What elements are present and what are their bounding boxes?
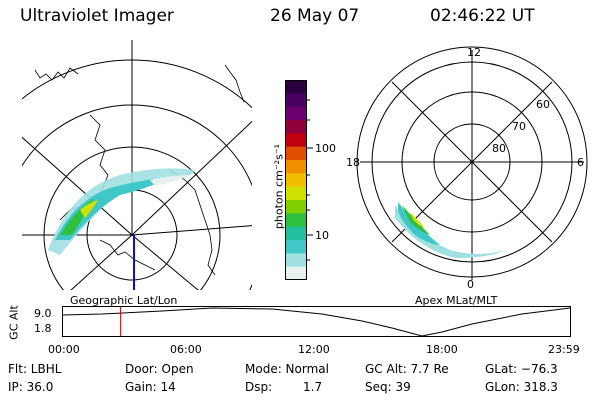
left-panel-label: Geographic Lat/Lon: [70, 294, 178, 307]
colorbar-unit-label: photon cm⁻²s⁻¹: [272, 143, 286, 230]
ip-info: IP: 36.0: [8, 380, 54, 394]
lat-circle: [22, 104, 252, 290]
colorbar-band: [285, 106, 307, 121]
mlt-label-bottom: 0: [467, 278, 474, 291]
coastline: [34, 67, 79, 81]
mlt-label-right: 6: [577, 156, 584, 169]
timeline-xtick-4: 23:59: [548, 343, 580, 356]
mode-info: Mode: Normal: [245, 362, 329, 376]
coastline: [169, 169, 216, 276]
geographic-map: [22, 40, 252, 290]
aurora-emission: [48, 168, 195, 255]
meridian-line: [131, 225, 252, 236]
filter-info: Flt: LBHL: [8, 362, 62, 376]
timeline-xtick-1: 06:00: [170, 343, 202, 356]
colorbar-band: [285, 80, 307, 94]
gc-alt-info: GC Alt: 7.7 Re: [365, 362, 449, 376]
colorbar-band: [285, 146, 307, 161]
meridian-line: [22, 136, 133, 236]
seq-info: Seq: 39: [365, 380, 411, 394]
colorbar-tick-100: 100: [315, 142, 336, 155]
colorbar-band: [285, 200, 307, 214]
colorbar-axis: [307, 99, 313, 261]
time-label: 02:46:22 UT: [430, 6, 535, 26]
timeline-frame: [62, 306, 571, 337]
colorbar-band: [285, 213, 307, 228]
timeline-xtick-0: 00:00: [48, 343, 80, 356]
timeline-ylabel: GC Alt: [7, 305, 21, 340]
lat-label-70: 70: [512, 120, 526, 133]
right-panel-label: Apex MLat/MLT: [415, 294, 498, 307]
magnetic-polar-plot: [356, 46, 588, 280]
colorbar-band: [285, 93, 307, 108]
lat-label-60: 60: [536, 98, 550, 111]
timeline-xtick-3: 18:00: [426, 343, 458, 356]
aurora-emission: [395, 202, 505, 258]
meridian-line: [131, 120, 252, 236]
colorbar-band: [285, 133, 307, 148]
coastline: [99, 239, 156, 271]
mlt-label-top: 12: [467, 46, 481, 59]
colorbar-band: [285, 240, 307, 254]
meridian-line: [70, 234, 133, 290]
colorbar-band: [285, 120, 307, 134]
mlt-line: [391, 81, 553, 243]
dsp-value: 1.7: [303, 380, 323, 394]
colorbar-band: [285, 226, 307, 241]
gc-alt-timeline: [62, 306, 571, 337]
lat-label-80: 80: [492, 142, 506, 155]
timeline-xtick-2: 12:00: [298, 343, 330, 356]
dsp-label: Dsp:: [245, 380, 273, 394]
meridian-line: [131, 234, 199, 290]
colorbar-band: [285, 160, 307, 174]
colorbar-band: [285, 253, 307, 268]
glon-info: GLon: 318.3: [485, 380, 558, 394]
glat-info: GLat: −76.3: [485, 362, 558, 376]
altitude-curve: [62, 307, 571, 337]
date-label: 26 May 07: [270, 6, 360, 26]
gain-info: Gain: 14: [125, 380, 176, 394]
colorbar-tick-10: 10: [315, 229, 329, 242]
colorbar-band: [285, 186, 307, 201]
colorbar-gradient: [285, 80, 307, 281]
timeline-ytick-low: 1.8: [34, 322, 52, 335]
colorbar: [285, 80, 307, 281]
coastline: [224, 64, 245, 103]
instrument-title: Ultraviolet Imager: [20, 6, 174, 26]
colorbar-band: [285, 266, 307, 281]
colorbar-frame: [285, 80, 307, 280]
colorbar-band: [285, 173, 307, 188]
door-info: Door: Open: [125, 362, 194, 376]
mlt-label-left: 18: [346, 156, 360, 169]
timeline-ytick-high: 9.0: [34, 307, 52, 320]
